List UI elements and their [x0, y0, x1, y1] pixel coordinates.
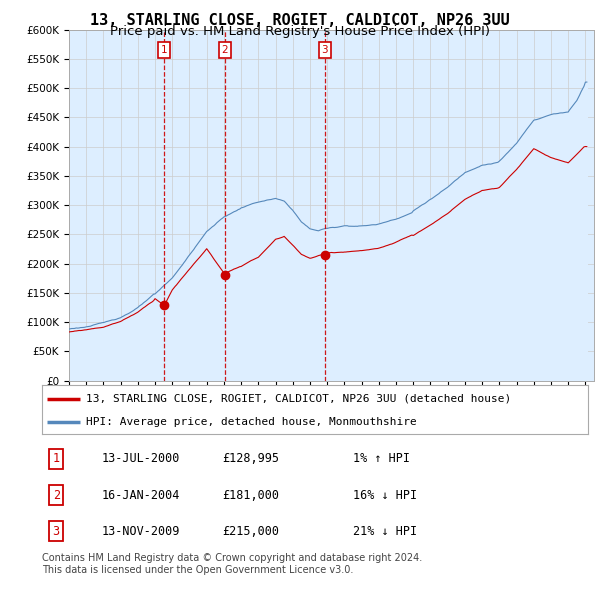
Text: 13-NOV-2009: 13-NOV-2009 [102, 525, 181, 537]
Text: 13, STARLING CLOSE, ROGIET, CALDICOT, NP26 3UU (detached house): 13, STARLING CLOSE, ROGIET, CALDICOT, NP… [86, 394, 511, 404]
Text: 16-JAN-2004: 16-JAN-2004 [102, 489, 181, 502]
Text: 3: 3 [53, 525, 60, 537]
Text: 2: 2 [221, 45, 228, 55]
Text: 16% ↓ HPI: 16% ↓ HPI [353, 489, 418, 502]
Text: 1: 1 [53, 453, 60, 466]
Text: 1: 1 [161, 45, 167, 55]
Text: 21% ↓ HPI: 21% ↓ HPI [353, 525, 418, 537]
Text: Contains HM Land Registry data © Crown copyright and database right 2024.
This d: Contains HM Land Registry data © Crown c… [42, 553, 422, 575]
Text: 13, STARLING CLOSE, ROGIET, CALDICOT, NP26 3UU: 13, STARLING CLOSE, ROGIET, CALDICOT, NP… [90, 13, 510, 28]
Text: £128,995: £128,995 [222, 453, 279, 466]
Text: 1% ↑ HPI: 1% ↑ HPI [353, 453, 410, 466]
Text: HPI: Average price, detached house, Monmouthshire: HPI: Average price, detached house, Monm… [86, 417, 416, 427]
Text: 13-JUL-2000: 13-JUL-2000 [102, 453, 181, 466]
Text: £181,000: £181,000 [222, 489, 279, 502]
Text: 3: 3 [322, 45, 328, 55]
Text: £215,000: £215,000 [222, 525, 279, 537]
Text: Price paid vs. HM Land Registry's House Price Index (HPI): Price paid vs. HM Land Registry's House … [110, 25, 490, 38]
Text: 2: 2 [53, 489, 60, 502]
